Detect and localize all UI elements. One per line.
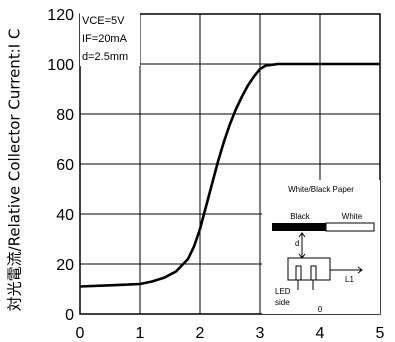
inset-black-label: Black [290,212,311,221]
y-tick-label: 20 [56,257,74,274]
sensor-body [287,257,331,281]
inset-led-label: LED [275,287,291,296]
y-tick-label: 120 [47,7,74,24]
x-tick-label: 0 [76,325,85,342]
y-tick-labels: 0 20 40 60 80 100 120 [47,7,74,324]
l1-arrow [357,266,363,274]
detector-element [310,265,317,281]
inset-side-label: side [275,298,290,307]
x-tick-label: 5 [376,325,385,342]
inset-d-label: d [295,239,299,248]
y-tick-label: 0 [65,307,74,324]
condition-d: d=2.5mm [82,51,128,63]
inset-diagram: White/Black Paper Black White d L1 LED s… [262,180,380,314]
y-tick-label: 60 [56,157,74,174]
white-paper-strip [325,222,375,232]
inset-zero-label: 0 [318,305,323,314]
y-tick-label: 100 [47,57,74,74]
x-tick-label: 4 [316,325,325,342]
y-tick-label: 40 [56,207,74,224]
x-tick-label: 3 [256,325,265,342]
y-axis-label: 対光電流/Relative Collector Current:I C [6,29,24,312]
led-element [295,265,302,281]
y-tick-label: 80 [56,107,74,124]
inset-l1-label: L1 [345,275,354,284]
series-line [79,62,380,288]
x-tick-labels: 0 1 2 3 4 5 [76,325,385,342]
plot-frame [79,13,381,315]
condition-if: IF=20mA [82,33,128,45]
x-tick-label: 1 [136,325,145,342]
conditions: VCE=5V IF=20mA d=2.5mm [80,12,140,66]
inset-title: White/Black Paper [288,185,354,194]
inset-white-label: White [342,212,363,221]
black-paper-strip [272,223,326,231]
condition-vce: VCE=5V [82,15,125,27]
x-tick-label: 2 [196,325,205,342]
